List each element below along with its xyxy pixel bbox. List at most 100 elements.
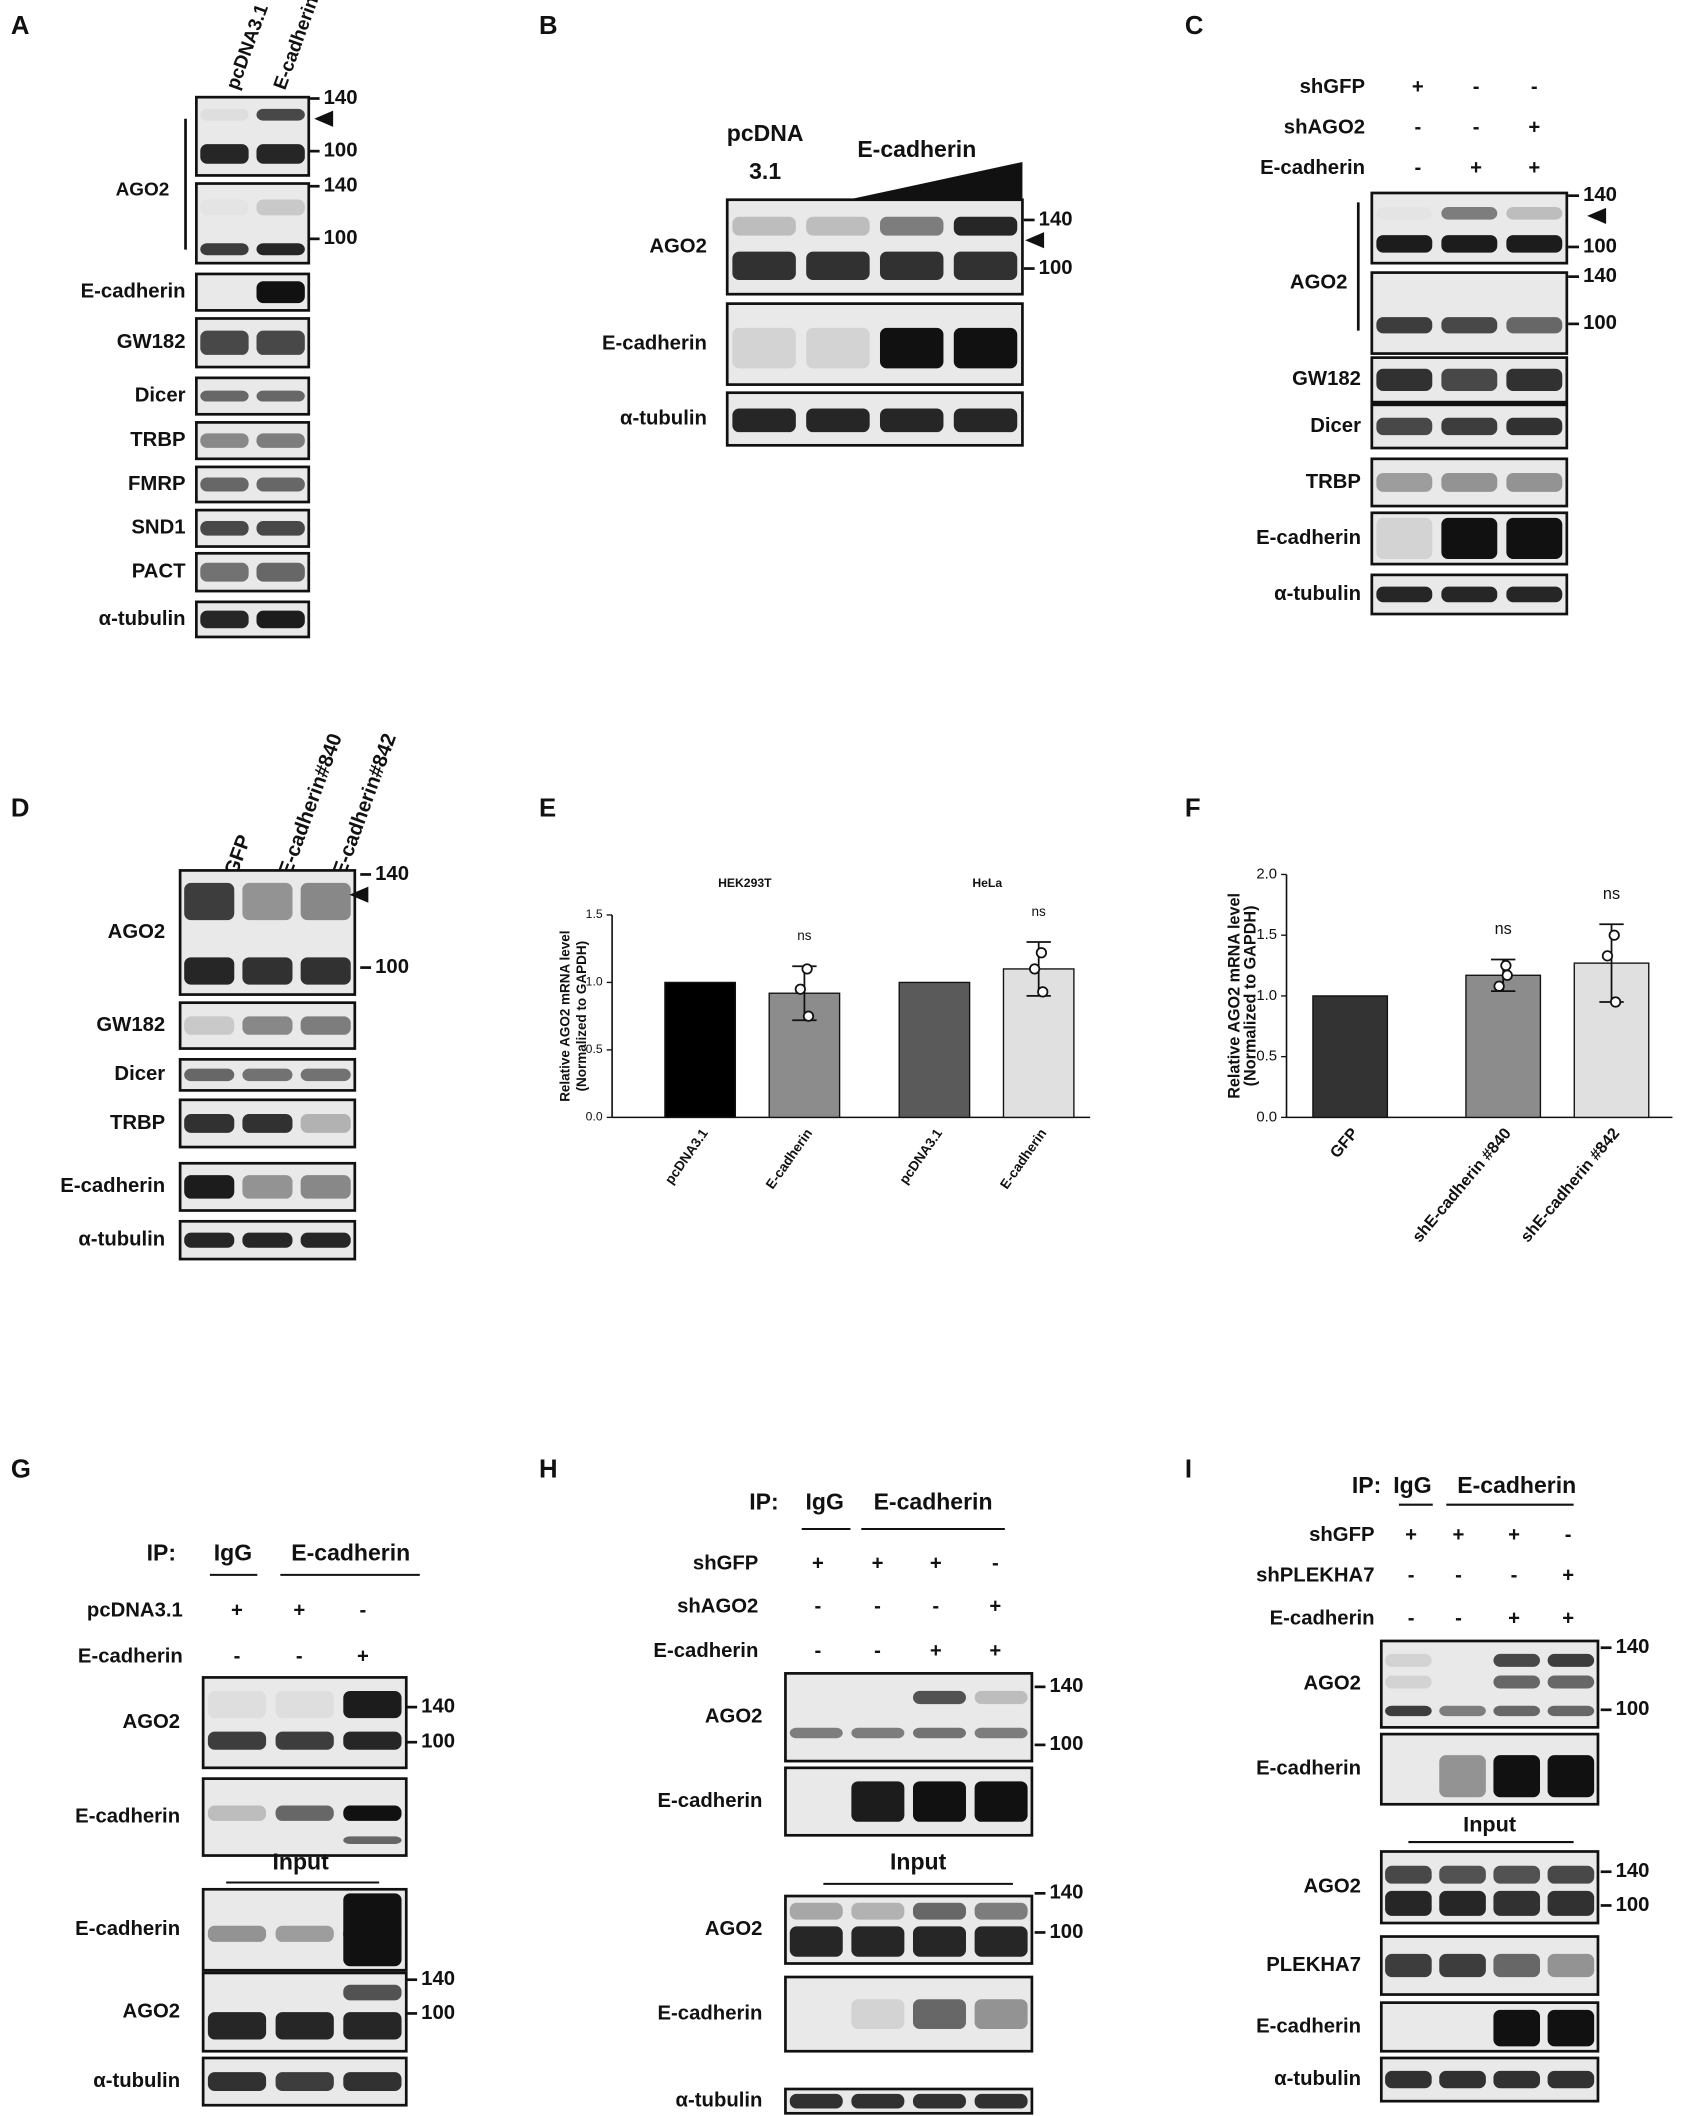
- ip-label: IgG: [806, 1488, 844, 1514]
- band: [789, 1926, 843, 1957]
- band: [343, 2012, 402, 2040]
- band: [1376, 207, 1432, 220]
- band: [974, 1690, 1028, 1705]
- blot: [725, 302, 1024, 386]
- band: [789, 2093, 843, 2109]
- condition-label: shPLEKHA7: [1256, 1565, 1374, 1587]
- band: [732, 408, 796, 433]
- row-label: E-cadherin: [60, 1175, 165, 1197]
- band: [343, 1805, 402, 1821]
- band: [1441, 472, 1498, 492]
- ip-label: E-cadherin: [1457, 1472, 1576, 1498]
- data-point: [802, 1010, 815, 1022]
- sign: -: [932, 1596, 939, 1618]
- band: [851, 2093, 905, 2109]
- row-label: E-cadherin: [1256, 1758, 1361, 1780]
- y-axis-label: Relative AGO2 mRNA level: [558, 931, 573, 1102]
- ip-label: IP:: [1352, 1472, 1381, 1498]
- marker-label: 100: [1583, 312, 1617, 334]
- sign: -: [1414, 117, 1421, 139]
- panel-letter: I: [1185, 1456, 1192, 1484]
- band: [242, 1114, 293, 1133]
- row-label: GW182: [96, 1014, 165, 1036]
- row-label: AGO2: [123, 2000, 181, 2022]
- row-label: α-tubulin: [78, 1229, 165, 1251]
- band: [256, 562, 305, 582]
- row-label: GW182: [1292, 368, 1361, 390]
- band: [200, 108, 249, 121]
- band: [256, 199, 305, 216]
- marker-label: 100: [421, 1731, 455, 1753]
- row-label: α-tubulin: [1274, 583, 1361, 605]
- label: E-cadherin: [857, 136, 976, 162]
- band: [1439, 1755, 1486, 1798]
- band: [300, 882, 351, 921]
- band: [879, 251, 944, 281]
- band: [732, 251, 796, 281]
- row-label: AGO2: [1290, 272, 1348, 294]
- marker-label: 100: [1039, 257, 1073, 279]
- blot: [784, 1975, 1034, 2053]
- annotation: ns: [797, 928, 812, 943]
- band: [300, 1175, 351, 1199]
- bar: [1312, 995, 1389, 1119]
- y-axis-label: (Normalized to GAPDH): [1242, 906, 1260, 1087]
- band: [207, 1731, 267, 1750]
- band: [256, 433, 305, 448]
- band: [879, 216, 944, 236]
- marker-label: 140: [1050, 1882, 1084, 1904]
- sign: +: [1412, 76, 1424, 98]
- band: [1441, 368, 1498, 392]
- band: [184, 882, 235, 921]
- panel-letter: G: [11, 1456, 31, 1484]
- band: [242, 1175, 293, 1199]
- group-label: HeLa: [972, 876, 1002, 890]
- blot: [1370, 271, 1569, 355]
- y-axis-label: (Normalized to GAPDH): [574, 941, 589, 1092]
- band: [184, 957, 235, 985]
- band: [1439, 1890, 1486, 1916]
- marker-label: 100: [1583, 235, 1617, 257]
- blot: [1370, 191, 1569, 265]
- band: [242, 1068, 293, 1082]
- band: [200, 199, 248, 215]
- band: [974, 2093, 1028, 2109]
- band: [300, 957, 351, 985]
- panel-letter: F: [1185, 795, 1201, 823]
- sign: -: [992, 1552, 999, 1574]
- marker-label: 100: [1616, 1698, 1650, 1720]
- band: [242, 957, 293, 985]
- row-label: AGO2: [108, 921, 166, 943]
- band: [256, 330, 305, 355]
- band: [200, 390, 249, 402]
- sign: +: [1562, 1608, 1574, 1630]
- band: [851, 1926, 905, 1957]
- sign: +: [930, 1552, 942, 1574]
- band: [732, 216, 796, 236]
- band: [1493, 2009, 1541, 2047]
- row-label: E-cadherin: [75, 1918, 180, 1940]
- band: [953, 251, 1018, 281]
- marker-label: 140: [324, 175, 358, 197]
- row-label: α-tubulin: [99, 608, 186, 630]
- row-label: α-tubulin: [676, 2090, 763, 2112]
- panel-letter: E: [539, 795, 556, 823]
- sign: -: [874, 1596, 881, 1618]
- condition-label: shAGO2: [1284, 117, 1365, 139]
- band: [256, 243, 305, 256]
- sign: -: [1455, 1565, 1462, 1587]
- band: [184, 1232, 235, 1248]
- band: [1439, 2070, 1486, 2089]
- band: [275, 2012, 334, 2040]
- row-label: TRBP: [110, 1112, 165, 1134]
- band: [1493, 1865, 1541, 1884]
- data-point: [1609, 996, 1622, 1008]
- x-tick-label: pcDNA3.1: [896, 1126, 945, 1187]
- arrowhead: [349, 886, 369, 903]
- band: [851, 1727, 905, 1739]
- band: [1493, 1890, 1541, 1916]
- band: [184, 1175, 235, 1199]
- band: [1493, 1653, 1541, 1667]
- band: [343, 1893, 402, 1967]
- row-label: AGO2: [1303, 1673, 1361, 1695]
